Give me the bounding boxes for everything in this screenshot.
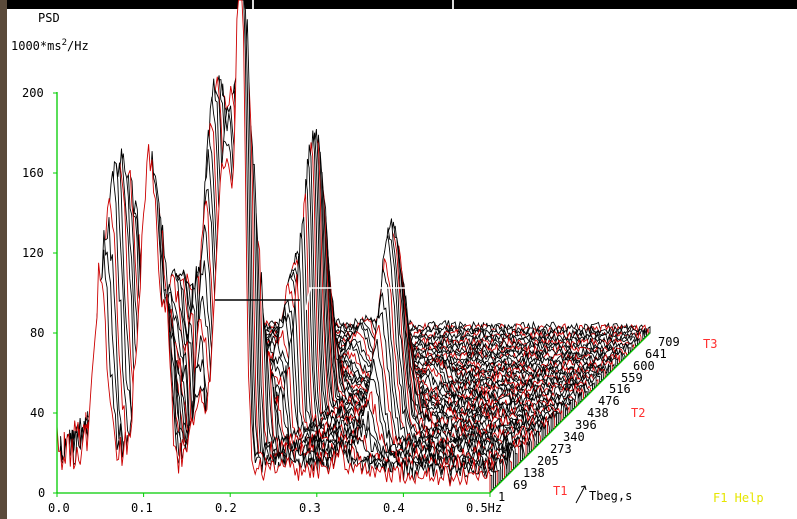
z-tick-label: 600: [633, 359, 655, 373]
y-axis-unit: 1000*ms2/Hz: [11, 38, 89, 53]
x-tick-label: 0.2: [215, 501, 237, 515]
y-tick-label: 160: [22, 166, 44, 180]
marker-label: T2: [631, 406, 645, 420]
z-tick-label: 476: [598, 394, 620, 408]
x-tick-label: 0.3: [299, 501, 321, 515]
x-tick-label: 0.0: [48, 501, 70, 515]
y-axis-title: PSD: [38, 11, 60, 25]
z-tick-label: 396: [575, 418, 597, 432]
z-tick-label: 273: [550, 442, 572, 456]
arrow-up-right-icon: [575, 485, 587, 504]
highlight-layer: [215, 287, 420, 311]
help-hint[interactable]: F1 Help: [713, 491, 764, 505]
x-tick-label: 0.4: [383, 501, 405, 515]
top-bar-divider-2: [452, 0, 454, 9]
z-tick-label: 138: [523, 466, 545, 480]
y-tick-label: 80: [30, 326, 44, 340]
top-bar-divider-1: [252, 0, 254, 9]
surface-layer: [56, 0, 651, 494]
y-tick-label: 0: [38, 486, 45, 500]
y-tick-label: 40: [30, 406, 44, 420]
spectrum-slice: [56, 0, 491, 494]
z-tick-label: 69: [513, 478, 527, 492]
y-tick-label: 200: [22, 86, 44, 100]
z-tick-label: 559: [621, 371, 643, 385]
y-tick-marks: [53, 92, 57, 494]
top-bar: [0, 0, 797, 9]
left-strip: [0, 0, 7, 519]
depth-axis-line: [489, 332, 651, 494]
z-tick-label: 709: [658, 335, 680, 349]
z-tick-label: 340: [563, 430, 585, 444]
marker-label: T3: [703, 337, 717, 351]
z-tick-label: 205: [537, 454, 559, 468]
z-tick-label: 1: [498, 490, 505, 504]
marker-label: T1: [553, 484, 567, 498]
x-tick-marks: [56, 493, 491, 497]
z-tick-label: 516: [609, 382, 631, 396]
x-tick-label: 0.1: [131, 501, 153, 515]
z-tick-label: 641: [645, 347, 667, 361]
selection-bracket: [305, 287, 420, 311]
x-tick-label: 0.5Hz: [466, 501, 502, 515]
y-tick-label: 120: [22, 246, 44, 260]
depth-axis-title: Tbeg,s: [589, 489, 632, 503]
z-tick-label: 438: [587, 406, 609, 420]
